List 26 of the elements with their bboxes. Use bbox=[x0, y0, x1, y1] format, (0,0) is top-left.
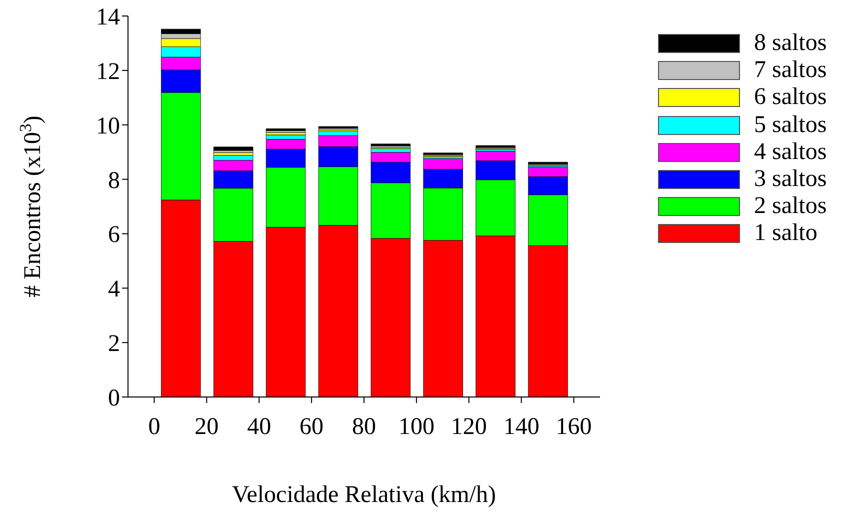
legend-label: 6 saltos bbox=[754, 84, 827, 112]
x-tick-label: 100 bbox=[398, 414, 434, 440]
x-tick-label: 40 bbox=[247, 414, 272, 440]
y-tick-label: 14 bbox=[96, 4, 120, 31]
y-tick-label: 4 bbox=[108, 276, 120, 303]
x-tick-label: 60 bbox=[300, 414, 324, 440]
y-tick-label: 6 bbox=[108, 222, 120, 248]
legend-label: 8 saltos bbox=[754, 30, 827, 58]
x-tick-label: 20 bbox=[194, 414, 219, 440]
legend-label: 5 saltos bbox=[754, 112, 827, 139]
legend-label: 2 saltos bbox=[754, 193, 827, 220]
y-tick-label: 12 bbox=[96, 58, 120, 85]
x-tick-label: 80 bbox=[352, 414, 376, 440]
x-tick-label: 140 bbox=[503, 414, 540, 440]
y-tick-label: 2 bbox=[108, 331, 120, 358]
legend-label: 7 saltos bbox=[754, 57, 827, 84]
legend-label: 3 saltos bbox=[754, 166, 827, 194]
y-tick-label: 8 bbox=[108, 168, 120, 194]
legend-label: 1 salto bbox=[754, 220, 818, 248]
y-tick-label: 10 bbox=[96, 113, 120, 140]
x-tick-label: 160 bbox=[556, 414, 592, 440]
y-tick-label: 0 bbox=[108, 386, 120, 412]
x-tick-label: 0 bbox=[148, 414, 160, 440]
x-tick-label: 120 bbox=[450, 414, 487, 440]
legend-label: 4 saltos bbox=[754, 138, 827, 166]
x-axis-title: Velocidade Relativa (km/h) bbox=[232, 482, 496, 508]
